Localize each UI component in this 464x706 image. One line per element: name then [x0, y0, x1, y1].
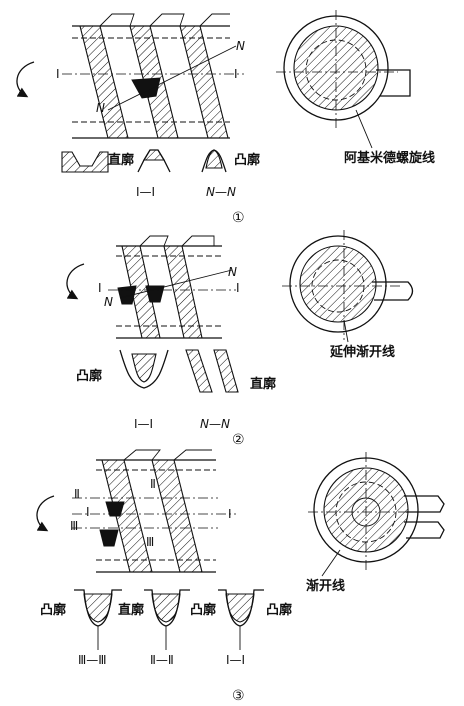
section-label-i-3: I—I [226, 653, 245, 667]
rotation-arrow-2 [66, 263, 85, 300]
worm-end-view-3 [308, 452, 445, 577]
marker-ii-on-worm-3: Ⅱ [150, 477, 156, 491]
panel-2: I I N N 凸廓 直廓 I—I N—N 延伸渐开线 ② [66, 230, 414, 448]
worm-side-view-2 [108, 235, 236, 339]
section-label-n-1: N—N [206, 185, 236, 199]
worm-end-view-2 [282, 230, 414, 343]
section-label-ii-3: Ⅱ—Ⅱ [150, 653, 174, 667]
rotation-arrow-3 [36, 495, 55, 532]
marker-n-top-1: N [236, 39, 245, 53]
section-label-n-2: N—N [200, 417, 230, 431]
rotation-arrow-1 [16, 61, 35, 98]
section-profiles-2 [119, 349, 239, 393]
section-profiles-1 [61, 149, 227, 173]
label-convex-2: 凸廓 [76, 368, 102, 384]
label-convex-3a: 凸廓 [40, 602, 66, 618]
marker-i-right-2: I [236, 281, 240, 295]
label-convex-3c: 凸廓 [266, 602, 292, 618]
curve-label-1: 阿基米德螺旋线 [344, 150, 435, 166]
label-convex-3b: 凸廓 [190, 602, 216, 618]
marker-i-right-3: I [228, 507, 232, 521]
section-label-i-1: I—I [136, 185, 155, 199]
label-straight-3: 直廓 [118, 602, 144, 618]
marker-i-left-2: I [98, 281, 102, 295]
label-straight-1: 直廓 [108, 152, 134, 168]
panel-number-1: ① [232, 210, 245, 226]
section-profiles-3 [74, 589, 264, 650]
marker-ii-3: Ⅱ [74, 487, 80, 501]
panel-3: Ⅱ I Ⅲ Ⅱ Ⅲ I 凸廓 直廓 凸廓 凸廓 Ⅲ—Ⅲ Ⅱ—Ⅱ I—I [36, 449, 445, 704]
label-convex-1: 凸廓 [234, 152, 260, 168]
marker-iii-on-worm-3: Ⅲ [146, 535, 154, 549]
tooth-section-3b [99, 529, 119, 547]
section-label-i-2: I—I [134, 417, 153, 431]
marker-i-left-1: I [56, 67, 60, 81]
panel-number-3: ③ [232, 688, 245, 704]
section-label-iii-3: Ⅲ—Ⅲ [78, 653, 107, 667]
tooth-section-1 [131, 77, 161, 99]
marker-i-3: I [86, 505, 90, 519]
panel-number-2: ② [232, 432, 245, 448]
worm-side-view-1 [62, 13, 244, 139]
panel-1: I I N N 直廓 凸廓 I—I N—N 阿基米德螺旋线 ① [16, 10, 435, 226]
tooth-section-2a [117, 285, 137, 305]
curve-label-2: 延伸渐开线 [329, 344, 395, 360]
worm-side-view-3 [72, 449, 236, 573]
marker-n-left-2: N [104, 295, 113, 309]
marker-n-right-2: N [228, 265, 237, 279]
worm-end-view-1 [276, 10, 411, 149]
marker-n-bottom-1: N [96, 101, 105, 115]
curve-label-3: 渐开线 [306, 578, 345, 594]
label-straight-2: 直廓 [250, 376, 276, 392]
tooth-section-3a [105, 501, 125, 517]
marker-i-right-1: I [234, 67, 238, 81]
marker-iii-3: Ⅲ [70, 519, 78, 533]
